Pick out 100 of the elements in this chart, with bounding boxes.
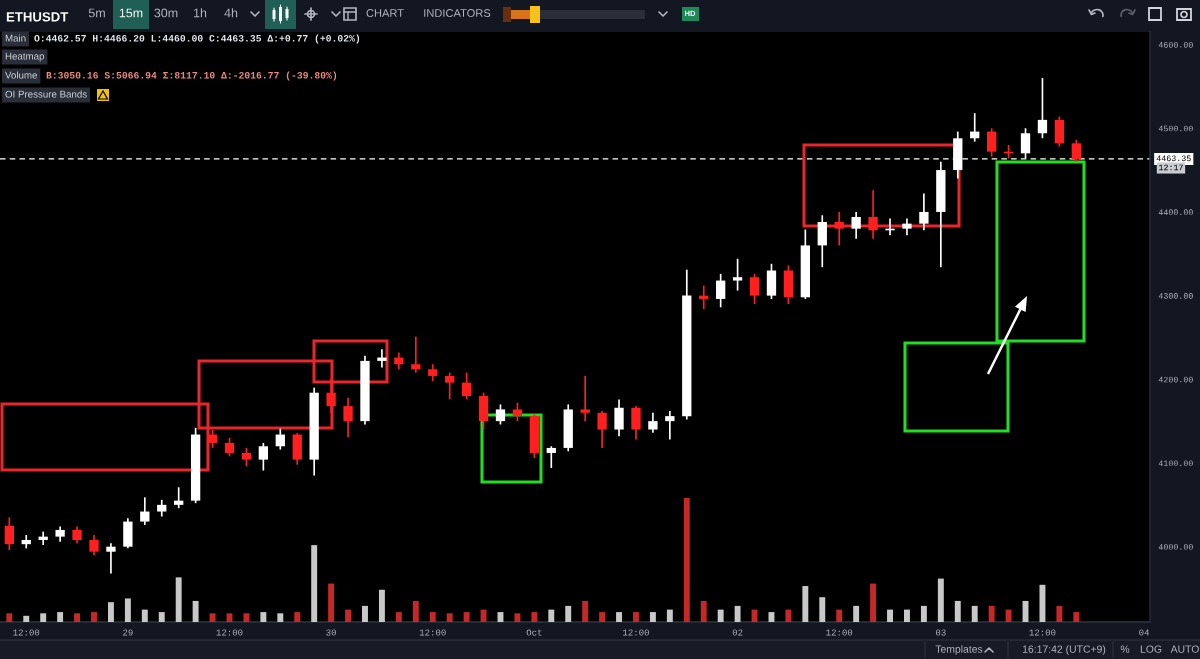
bar: [819, 597, 826, 622]
bar: [40, 613, 47, 622]
y-tick-label: 4400.00: [1158, 209, 1193, 216]
candlestick: [1037, 77, 1048, 140]
candlestick: [326, 377, 336, 414]
bar: [277, 613, 284, 622]
candlestick: [343, 396, 353, 438]
bar: [920, 605, 927, 622]
bar: [666, 609, 673, 622]
candlestick: [4, 516, 14, 551]
candlestick: [749, 273, 760, 305]
x-tick-label: 04: [1139, 629, 1150, 636]
bar: [141, 609, 148, 622]
bar: [6, 613, 13, 622]
candlestick: [665, 410, 675, 441]
bar: [1073, 612, 1080, 622]
candlestick: [631, 405, 641, 441]
bar: [192, 600, 199, 622]
chart-title: ETHUSDT: [6, 12, 69, 22]
candlestick: [546, 445, 556, 469]
candlestick: [1054, 115, 1065, 148]
candlestick: [174, 486, 184, 510]
bar: [395, 612, 402, 622]
text: %: [1120, 645, 1130, 653]
candlestick: [834, 211, 844, 247]
bar: [294, 612, 301, 622]
bar: [802, 586, 809, 622]
bar: [57, 612, 64, 622]
text: 16:17:42 (UTC+9): [1022, 645, 1106, 655]
bar: [836, 609, 843, 622]
annotation: Volume: [5, 71, 37, 79]
x-tick-label: 12:00: [216, 629, 243, 636]
bar: [971, 605, 978, 622]
bar: [107, 602, 114, 622]
bar: [870, 583, 877, 622]
bar: [1005, 609, 1012, 622]
x-tick-label: 03: [935, 629, 946, 636]
candlestick: [461, 371, 472, 401]
candlestick: [851, 211, 861, 240]
bar: [988, 605, 995, 622]
text: AUTO: [1170, 645, 1199, 653]
bar: [74, 613, 81, 622]
bar: [937, 578, 944, 622]
bar: [378, 589, 385, 622]
candlestick: [512, 401, 523, 422]
candlestick: [140, 496, 150, 526]
x-tick-label: 12:00: [13, 629, 40, 636]
candlestick: [868, 189, 878, 240]
candlestick: [597, 410, 607, 449]
candlestick: [1071, 139, 1081, 163]
bar: [345, 609, 352, 622]
bar: [700, 600, 707, 622]
ref-line-label: 4463.35: [1156, 155, 1191, 162]
bar: [158, 612, 165, 622]
x-tick-label: 12:00: [623, 629, 649, 636]
candlestick: [648, 411, 658, 434]
text: 15m: [119, 8, 143, 18]
annotation: Main: [5, 34, 26, 42]
text: CHART: [366, 9, 404, 17]
text: Templates: [935, 645, 983, 655]
y-tick-label: 4200.00: [1158, 376, 1193, 383]
bar: [565, 605, 572, 622]
annotation: OI Pressure Bands: [5, 90, 87, 98]
bar: [412, 600, 419, 622]
bar: [785, 609, 792, 622]
bar: [480, 609, 487, 622]
candlestick: [919, 192, 929, 232]
bar: [1039, 584, 1046, 622]
text: 1h: [194, 8, 207, 18]
text: 4h: [224, 8, 238, 18]
candlestick: [275, 427, 285, 451]
y-tick-label: 4100.00: [1158, 460, 1193, 467]
bar: [209, 613, 216, 622]
text: 5m: [88, 8, 105, 18]
bar: [548, 609, 555, 622]
candlestick: [445, 371, 455, 401]
bar: [734, 605, 741, 622]
x-tick-label: 29: [123, 629, 133, 636]
candlestick: [89, 534, 99, 556]
text: 30m: [154, 8, 178, 18]
bar: [23, 615, 30, 622]
x-tick-label: 02: [732, 629, 743, 636]
y-tick-label: 4300.00: [1158, 293, 1193, 299]
bar: [311, 545, 318, 622]
annotation: O:4462.57 H:4466.20 L:4460.00 C:4463.35 Δ:+0.77 (+0.02%): [34, 34, 360, 44]
bar: [616, 612, 622, 622]
candlestick: [986, 127, 997, 158]
bar: [91, 612, 97, 622]
bar: [599, 612, 606, 622]
annotation: B:3050.16 S:5066.94 Σ:8117.10 Δ:-2016.77 (-39.80%): [46, 71, 337, 81]
y-tick-label: 4500.00: [1158, 125, 1193, 132]
x-tick-label: 12:00: [419, 629, 446, 636]
bar: [463, 612, 470, 622]
text: LOG: [1140, 645, 1162, 653]
text: INDICATORS: [424, 9, 491, 17]
candlestick: [732, 257, 743, 292]
candlestick: [258, 442, 269, 472]
bar: [717, 609, 724, 622]
y-tick-label: 4000.00: [1158, 544, 1193, 550]
bar: [887, 609, 893, 622]
